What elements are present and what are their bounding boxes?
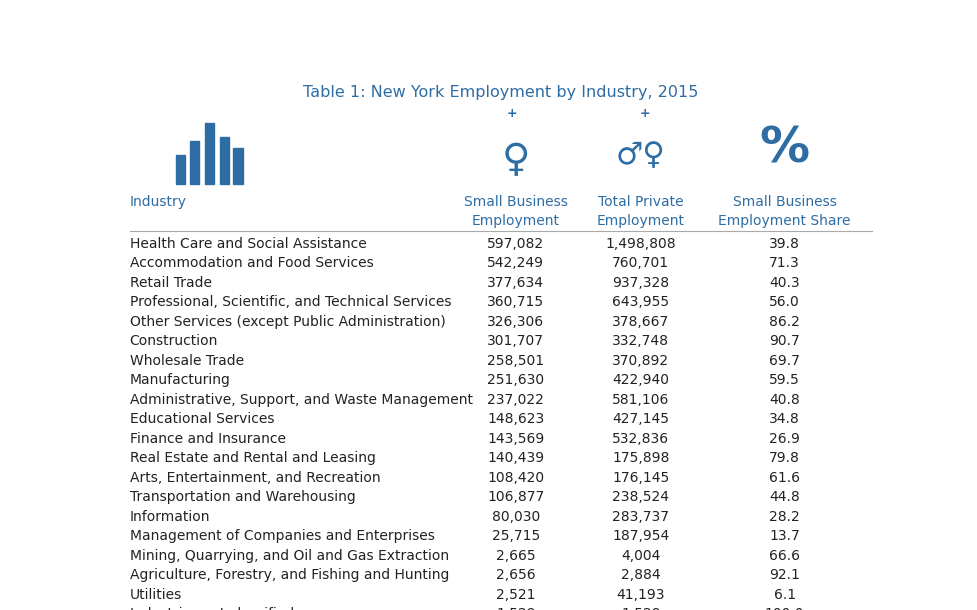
Text: Retail Trade: Retail Trade: [130, 276, 212, 290]
Text: 140,439: 140,439: [488, 451, 544, 465]
Text: 283,737: 283,737: [613, 509, 669, 523]
Text: Mining, Quarrying, and Oil and Gas Extraction: Mining, Quarrying, and Oil and Gas Extra…: [130, 548, 448, 562]
Text: 258,501: 258,501: [488, 354, 544, 368]
Text: ♂♀: ♂♀: [616, 142, 665, 170]
Text: 532,836: 532,836: [613, 432, 669, 445]
Text: 643,955: 643,955: [613, 295, 669, 309]
Text: Total Private
Employment: Total Private Employment: [597, 195, 685, 228]
Text: 2,884: 2,884: [621, 568, 660, 582]
Text: 69.7: 69.7: [769, 354, 800, 368]
Text: Small Business
Employment Share: Small Business Employment Share: [718, 195, 851, 228]
Text: 28.2: 28.2: [769, 509, 800, 523]
Text: 66.6: 66.6: [769, 548, 800, 562]
Text: Utilities: Utilities: [130, 587, 182, 601]
Text: 332,748: 332,748: [613, 334, 669, 348]
Text: ♀: ♀: [501, 142, 531, 179]
Text: 143,569: 143,569: [488, 432, 544, 445]
Text: Transportation and Warehousing: Transportation and Warehousing: [130, 490, 356, 504]
Text: 237,022: 237,022: [488, 393, 544, 407]
Text: 44.8: 44.8: [769, 490, 800, 504]
Text: 427,145: 427,145: [613, 412, 669, 426]
Text: 542,249: 542,249: [488, 256, 544, 270]
Bar: [176, 156, 185, 184]
Text: 1,498,808: 1,498,808: [606, 237, 676, 251]
Text: 86.2: 86.2: [769, 315, 800, 329]
Text: 40.8: 40.8: [769, 393, 800, 407]
Text: 238,524: 238,524: [613, 490, 669, 504]
Text: Industry: Industry: [130, 195, 187, 209]
Text: 100.0: 100.0: [765, 607, 804, 610]
Text: Arts, Entertainment, and Recreation: Arts, Entertainment, and Recreation: [130, 470, 380, 484]
Text: 79.8: 79.8: [769, 451, 800, 465]
Text: 4,004: 4,004: [621, 548, 660, 562]
Text: 56.0: 56.0: [769, 295, 800, 309]
Text: 370,892: 370,892: [613, 354, 669, 368]
Text: 26.9: 26.9: [769, 432, 800, 445]
Text: 108,420: 108,420: [488, 470, 544, 484]
Text: 106,877: 106,877: [488, 490, 544, 504]
Text: 937,328: 937,328: [613, 276, 669, 290]
Text: 39.8: 39.8: [769, 237, 800, 251]
Text: 301,707: 301,707: [488, 334, 544, 348]
Text: Administrative, Support, and Waste Management: Administrative, Support, and Waste Manag…: [130, 393, 473, 407]
Text: 326,306: 326,306: [488, 315, 544, 329]
Text: Information: Information: [130, 509, 210, 523]
Text: 1,529: 1,529: [496, 607, 535, 610]
Text: 13.7: 13.7: [769, 529, 800, 543]
Text: Manufacturing: Manufacturing: [130, 373, 231, 387]
Text: 760,701: 760,701: [613, 256, 669, 270]
Text: 378,667: 378,667: [613, 315, 669, 329]
Text: 597,082: 597,082: [488, 237, 544, 251]
Text: +: +: [639, 107, 650, 120]
Text: 1,529: 1,529: [621, 607, 660, 610]
Text: Agriculture, Forestry, and Fishing and Hunting: Agriculture, Forestry, and Fishing and H…: [130, 568, 449, 582]
Text: 25,715: 25,715: [491, 529, 540, 543]
Bar: [190, 142, 198, 184]
Text: Health Care and Social Assistance: Health Care and Social Assistance: [130, 237, 366, 251]
Text: 176,145: 176,145: [613, 470, 669, 484]
Text: Small Business
Employment: Small Business Employment: [464, 195, 568, 228]
Text: Construction: Construction: [130, 334, 218, 348]
Text: Table 1: New York Employment by Industry, 2015: Table 1: New York Employment by Industry…: [303, 85, 699, 100]
Text: 92.1: 92.1: [769, 568, 800, 582]
Text: 41,193: 41,193: [616, 587, 665, 601]
Text: Accommodation and Food Services: Accommodation and Food Services: [130, 256, 373, 270]
Text: 175,898: 175,898: [613, 451, 669, 465]
Text: 34.8: 34.8: [769, 412, 800, 426]
Text: 2,665: 2,665: [496, 548, 535, 562]
Text: 61.6: 61.6: [769, 470, 800, 484]
Text: 251,630: 251,630: [488, 373, 544, 387]
Text: 187,954: 187,954: [613, 529, 669, 543]
Text: 6.1: 6.1: [774, 587, 795, 601]
Text: Wholesale Trade: Wholesale Trade: [130, 354, 244, 368]
Bar: [220, 137, 229, 184]
Text: 581,106: 581,106: [613, 393, 669, 407]
Text: 148,623: 148,623: [488, 412, 544, 426]
Text: 80,030: 80,030: [491, 509, 540, 523]
Text: 90.7: 90.7: [769, 334, 800, 348]
Text: Professional, Scientific, and Technical Services: Professional, Scientific, and Technical …: [130, 295, 451, 309]
Text: 59.5: 59.5: [769, 373, 800, 387]
Text: 71.3: 71.3: [769, 256, 800, 270]
Text: Industries not classified: Industries not classified: [130, 607, 294, 610]
Text: Real Estate and Rental and Leasing: Real Estate and Rental and Leasing: [130, 451, 375, 465]
Text: Finance and Insurance: Finance and Insurance: [130, 432, 285, 445]
Text: 422,940: 422,940: [613, 373, 669, 387]
Text: +: +: [507, 107, 518, 120]
Text: %: %: [759, 125, 810, 173]
Text: Management of Companies and Enterprises: Management of Companies and Enterprises: [130, 529, 435, 543]
Text: 40.3: 40.3: [769, 276, 800, 290]
Text: 2,656: 2,656: [496, 568, 535, 582]
Text: 377,634: 377,634: [488, 276, 544, 290]
Text: Other Services (except Public Administration): Other Services (except Public Administra…: [130, 315, 446, 329]
Text: 360,715: 360,715: [488, 295, 544, 309]
Bar: [204, 123, 214, 184]
Text: Educational Services: Educational Services: [130, 412, 275, 426]
Bar: [234, 148, 242, 184]
Text: 2,521: 2,521: [496, 587, 535, 601]
